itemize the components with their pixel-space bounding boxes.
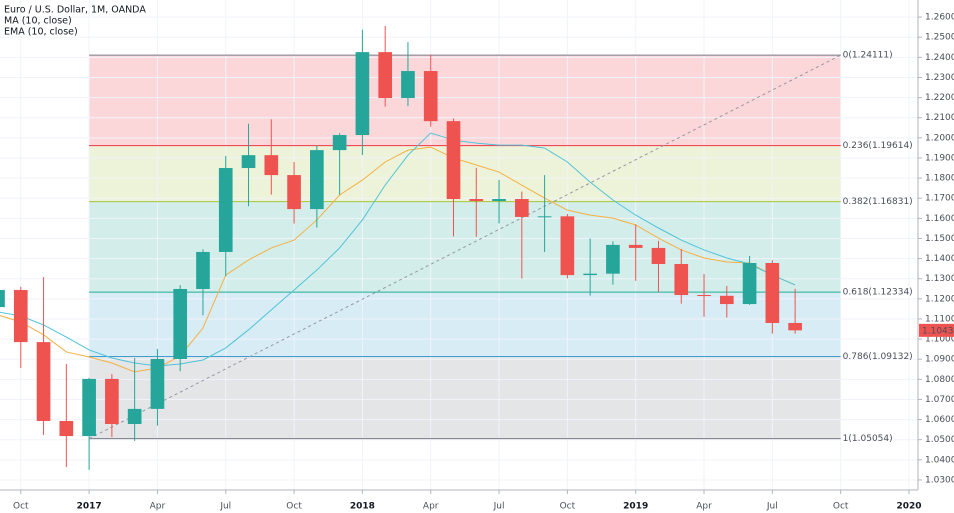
x-tick-label: Oct: [833, 502, 849, 512]
candle-body: [105, 378, 119, 424]
fib-level-label: 1(1.05054): [843, 434, 893, 444]
fib-level-label: 0.618(1.12334): [843, 288, 913, 298]
candle-body: [423, 71, 438, 122]
candle-body: [378, 52, 393, 98]
y-tick-label: 1.07000: [925, 395, 954, 405]
x-tick-label: 2020: [896, 502, 921, 512]
fib-band: [89, 55, 841, 146]
x-tick-label: Jul: [219, 502, 231, 512]
x-tick-label: Jul: [766, 502, 778, 512]
indicator-line: [0, 146, 796, 373]
candle-body: [287, 175, 301, 210]
y-tick-label: 1.11000: [925, 314, 954, 324]
candle-body: [560, 216, 575, 276]
candle-body: [150, 358, 165, 409]
candles: [0, 25, 802, 470]
candle-body: [196, 251, 210, 289]
fib-level-label: 0(1.24111): [843, 51, 893, 61]
y-tick-label: 1.19000: [925, 153, 954, 163]
fib-bands: [89, 55, 841, 439]
y-tick-label: 1.25000: [925, 33, 954, 43]
x-tick-label: Oct: [560, 502, 576, 512]
candle-body: [514, 199, 529, 217]
y-tick-label: 1.21000: [925, 113, 954, 123]
candle-body: [742, 263, 757, 305]
y-tick-label: 1.22000: [925, 93, 954, 103]
current-price-tag: [919, 323, 954, 337]
x-tick-label: 2017: [77, 502, 102, 512]
fib-level-label: 0.236(1.19614): [843, 141, 913, 151]
fib-lines: 0(1.24111) 0.236(1.19614) 0.382(1.16831) 0.…: [88, 51, 913, 444]
x-tick-label: 2018: [350, 502, 375, 512]
y-tick-label: 1.12000: [925, 294, 954, 304]
y-tick-label: 1.04000: [925, 455, 954, 465]
fib-level-label: 0.786(1.09132): [843, 352, 913, 362]
y-tick-label: 1.14000: [925, 254, 954, 264]
fib-band: [89, 356, 841, 439]
y-tick-label: 1.09000: [925, 355, 954, 365]
candle-body: [355, 52, 370, 136]
y-tick-label: 1.18000: [925, 174, 954, 184]
indicator-line: [0, 132, 796, 367]
candle-body: [13, 289, 28, 343]
y-tick-label: 1.26000: [925, 13, 954, 23]
candle-body: [765, 263, 780, 323]
candle-body: [719, 295, 734, 305]
y-tick-label: 1.17000: [925, 194, 954, 204]
candle-body: [310, 150, 324, 210]
fib-trend-line: [88, 54, 841, 440]
x-tick-label: 2019: [623, 502, 648, 512]
indicator-lines: [0, 132, 796, 373]
candle-body: [241, 155, 256, 169]
candle-body: [82, 378, 96, 437]
candle-body: [401, 71, 415, 98]
candle-body: [628, 244, 643, 248]
candle-body: [697, 295, 711, 297]
candle-body: [446, 121, 461, 200]
y-tick-label: 1.16000: [925, 214, 954, 224]
candle-body: [218, 168, 233, 252]
y-tick-label: 1.13000: [925, 274, 954, 284]
legend-entry: EMA (10, close): [4, 27, 78, 38]
candle-body: [651, 247, 666, 265]
y-tick-label: 1.08000: [925, 375, 954, 385]
x-tick-label: Apr: [696, 502, 712, 512]
candle-body: [537, 216, 552, 218]
y-tick-label: 1.20000: [925, 133, 954, 143]
x-tick-label: Jul: [493, 502, 505, 512]
candle-body: [469, 199, 484, 202]
candle-body: [332, 135, 347, 151]
candle-body: [606, 244, 620, 274]
y-tick-label: 1.24000: [925, 53, 954, 63]
candle-body: [173, 288, 188, 359]
fib-level-label: 0.382(1.16831): [843, 197, 913, 207]
y-tick-label: 1.03000: [925, 475, 954, 485]
candle-body: [264, 155, 279, 176]
fib-band: [89, 292, 841, 357]
chart-title: Euro / U.S. Dollar, 1M, OANDA: [4, 5, 146, 16]
legend-entry: MA (10, close): [4, 16, 72, 27]
x-tick-label: Oct: [13, 502, 29, 512]
current-price-label: 1.10434: [922, 326, 954, 336]
y-tick-label: 1.23000: [925, 73, 954, 83]
fib-band: [89, 145, 841, 202]
y-tick-label: 1.05000: [925, 435, 954, 445]
x-tick-label: Apr: [150, 502, 166, 512]
y-tick-label: 1.06000: [925, 415, 954, 425]
candle-body: [674, 264, 689, 296]
y-tick-label: 1.15000: [925, 234, 954, 244]
candle-body: [59, 420, 74, 437]
candle-body: [0, 289, 5, 308]
candle-body: [36, 342, 51, 421]
x-tick-label: Oct: [286, 502, 302, 512]
y-tick-label: 1.10000: [925, 335, 954, 345]
candle-body: [492, 199, 506, 202]
candle-body: [788, 322, 802, 331]
candle-body: [583, 273, 597, 276]
candle-body: [127, 408, 142, 424]
x-tick-label: Apr: [423, 502, 439, 512]
